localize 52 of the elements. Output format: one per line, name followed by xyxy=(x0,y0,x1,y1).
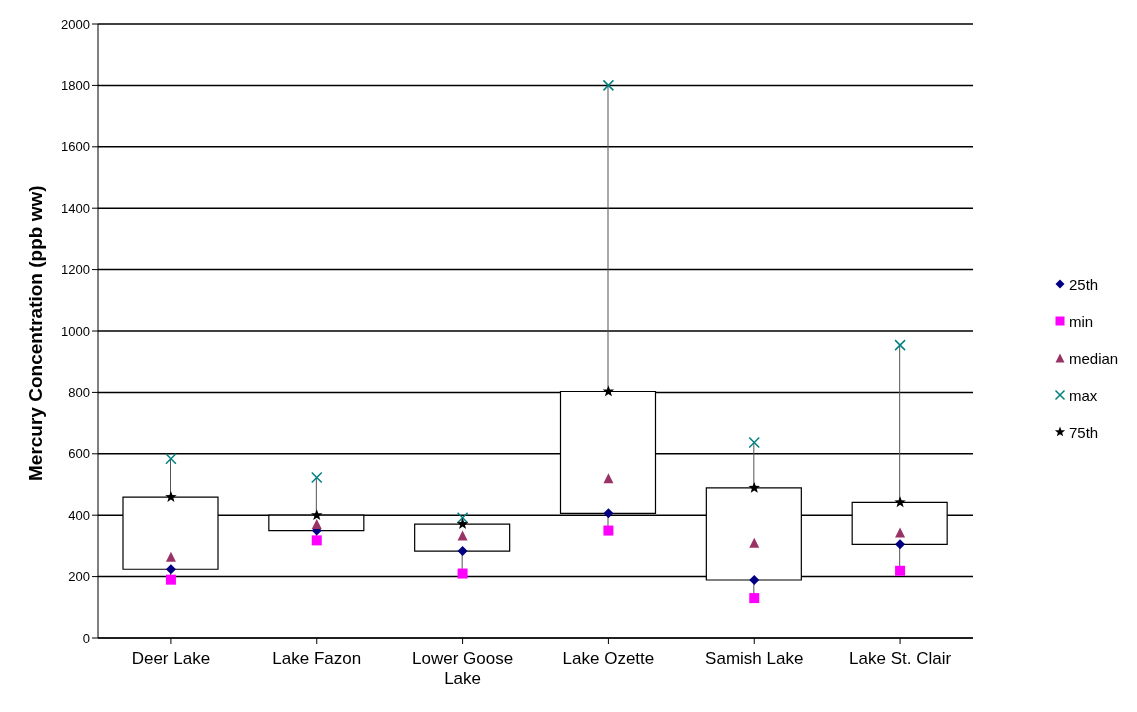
y-tick-label: 1400 xyxy=(61,200,90,216)
point xyxy=(748,436,760,449)
y-tick-label: 400 xyxy=(68,507,90,523)
legend-label: 25th xyxy=(1069,275,1099,293)
y-tick-label: 1200 xyxy=(61,262,90,278)
point xyxy=(894,339,906,351)
point xyxy=(603,525,614,536)
legend-label: max xyxy=(1069,386,1098,404)
x-tick-label: Lake Ozette xyxy=(562,649,655,668)
point xyxy=(895,527,906,538)
point xyxy=(456,511,469,524)
y-tick-label: 2000 xyxy=(61,16,90,32)
point xyxy=(311,471,323,484)
point xyxy=(165,491,177,502)
legend-label: min xyxy=(1069,312,1094,330)
y-tick-label: 1000 xyxy=(61,323,90,339)
point xyxy=(311,535,322,546)
point xyxy=(165,564,176,575)
y-tick-label: 600 xyxy=(68,446,90,462)
legend-label: 75th xyxy=(1069,423,1099,441)
point xyxy=(165,452,177,465)
x-tick-label: Lake St. Clair xyxy=(849,649,952,668)
point xyxy=(748,481,760,493)
point xyxy=(457,530,468,541)
point xyxy=(895,565,906,576)
y-tick-label: 0 xyxy=(82,630,90,646)
point xyxy=(311,509,323,521)
point xyxy=(165,551,176,562)
y-tick-label: 800 xyxy=(68,385,90,401)
x-tick-label: Lower Goose Lake xyxy=(412,649,514,688)
x-tick-label: Lake Fazon xyxy=(272,649,362,668)
point xyxy=(602,385,615,397)
point xyxy=(456,518,469,529)
legend-label: median xyxy=(1069,349,1119,367)
x-tick-label: Samish Lake xyxy=(705,649,804,668)
point xyxy=(603,508,614,519)
y-axis-title: Mercury Concentration (ppb ww) xyxy=(24,185,46,481)
y-tick-label: 200 xyxy=(68,569,90,585)
point xyxy=(165,574,176,585)
point xyxy=(311,519,322,530)
point xyxy=(749,593,760,604)
point xyxy=(457,568,468,579)
y-tick-label: 1600 xyxy=(61,139,90,155)
point xyxy=(457,546,468,557)
point xyxy=(894,496,906,508)
point xyxy=(895,539,906,550)
point xyxy=(603,473,614,484)
point xyxy=(749,537,760,548)
point xyxy=(602,79,615,92)
x-tick-label: Deer Lake xyxy=(131,649,211,668)
y-tick-label: 1800 xyxy=(61,78,90,94)
point xyxy=(749,574,760,585)
